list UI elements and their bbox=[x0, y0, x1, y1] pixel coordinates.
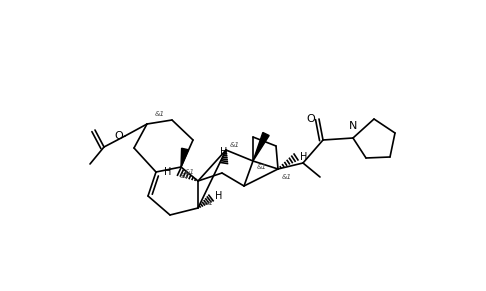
Text: N: N bbox=[349, 121, 357, 131]
Text: &1: &1 bbox=[155, 111, 165, 117]
Polygon shape bbox=[253, 132, 269, 161]
Text: H: H bbox=[215, 191, 223, 201]
Text: &1: &1 bbox=[282, 174, 292, 180]
Text: H: H bbox=[300, 152, 307, 162]
Text: O: O bbox=[114, 131, 123, 141]
Text: &1: &1 bbox=[204, 200, 214, 206]
Text: &1: &1 bbox=[230, 142, 240, 148]
Polygon shape bbox=[181, 148, 189, 167]
Text: &1: &1 bbox=[180, 173, 190, 179]
Text: H: H bbox=[164, 167, 171, 177]
Text: &1: &1 bbox=[185, 169, 195, 175]
Text: &1: &1 bbox=[257, 164, 267, 170]
Text: H: H bbox=[220, 147, 227, 157]
Text: O: O bbox=[306, 114, 315, 124]
